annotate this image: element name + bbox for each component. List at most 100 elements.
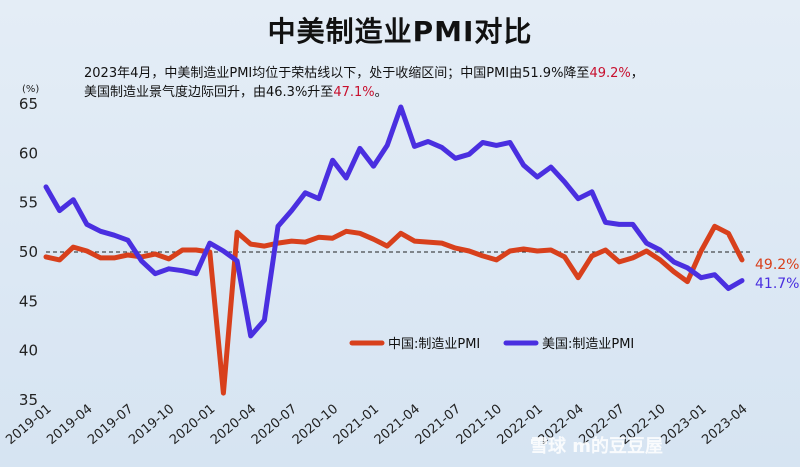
data-point-china [385,244,389,248]
data-point-china [126,253,130,257]
chart-title: 中美制造业PMI对比 [267,15,533,48]
legend-label-china: 中国:制造业PMI [388,337,480,352]
data-point-china [713,225,716,228]
data-point-usa [385,144,389,147]
data-point-china [563,255,566,259]
data-point-usa [699,276,703,279]
data-point-usa [590,190,594,194]
data-point-china [440,241,443,245]
data-point-usa [508,141,512,144]
y-tick-label: 50 [19,243,38,261]
series-line-china [43,223,745,396]
data-point-usa [686,266,689,269]
data-point-china [372,237,375,241]
data-point-china [181,248,184,252]
data-point-usa [317,197,321,200]
data-point-usa [467,153,471,156]
watermark: 雪球 m的豆豆屋 [530,436,664,457]
data-point-china [167,257,171,261]
data-point-china [194,248,198,252]
data-point-usa [495,144,498,147]
data-point-usa [549,165,553,169]
data-point-china [113,256,116,260]
data-point-usa [222,249,225,253]
x-tick-label: 2023-04 [699,402,750,448]
data-point-china [304,240,307,244]
subtitle-line-1: 2023年4月，中美制造业PMI均位于荣枯线以下，处于收缩区间；中国PMI由51… [84,64,784,83]
data-point-usa [181,269,184,272]
data-point-china [617,260,621,264]
chart-subtitle: 2023年4月，中美制造业PMI均位于荣枯线以下，处于收缩区间；中国PMI由51… [84,64,784,102]
data-point-usa [440,146,443,149]
data-point-usa [85,223,89,226]
data-point-usa [249,334,252,338]
data-point-usa [563,180,566,184]
data-point-usa [617,223,621,226]
data-point-usa [153,272,157,275]
data-point-usa [140,259,143,263]
data-point-usa [304,191,307,194]
data-point-china [577,276,580,279]
data-point-china [672,270,675,273]
data-point-usa [740,279,744,282]
data-point-usa [331,159,334,162]
data-point-china [481,254,484,258]
y-tick-label: 45 [19,292,38,310]
data-point-usa [645,241,648,245]
data-point-china [358,232,362,235]
data-point-usa [536,175,539,179]
data-point-usa [72,198,75,201]
data-point-china [222,391,225,395]
data-point-china [658,258,662,262]
data-point-china [686,280,689,283]
data-point-usa [290,209,293,212]
data-point-usa [113,234,116,237]
data-point-china [413,239,416,243]
data-point-usa [604,221,607,224]
end-label-usa: 41.7% [755,276,799,292]
data-point-usa [727,287,730,290]
data-point-usa [658,248,662,252]
data-point-china [699,249,703,253]
data-point-usa [481,141,484,144]
data-point-usa [399,105,403,109]
data-point-china [536,249,539,253]
y-tick-label: 65 [19,95,38,113]
data-point-usa [208,241,211,245]
data-point-china [399,232,403,235]
subtitle-line-2: 美国制造业景气度边际回升，由46.3%升至47.1%。 [84,83,784,102]
data-point-china [44,255,48,259]
data-point-china [604,248,607,252]
data-point-usa [426,140,430,143]
subtitle-line1-end: ， [630,66,644,81]
data-point-usa [194,272,198,275]
y-tick-label: 55 [19,194,38,212]
data-point-china [72,245,75,249]
data-point-usa [413,145,416,148]
data-point-china [467,249,471,253]
data-point-china [263,244,266,248]
data-point-usa [672,260,675,264]
data-point-china [426,240,430,244]
data-point-china [331,236,334,240]
data-point-china [740,258,744,262]
data-point-usa [126,238,130,242]
data-point-usa [58,209,61,212]
data-point-usa [372,164,375,168]
data-point-china [590,254,594,258]
data-point-china [290,239,293,243]
data-point-china [345,230,348,233]
y-tick-label: 60 [19,144,38,162]
data-point-usa [276,225,280,228]
subtitle-line2-text: 美国制造业景气度边际回升，由46.3%升至 [84,85,334,100]
data-point-usa [99,230,102,233]
data-point-usa [577,197,580,200]
data-point-china [495,258,498,262]
data-point-usa [167,267,171,270]
data-point-usa [235,259,239,263]
legend-label-usa: 美国:制造业PMI [542,337,634,352]
data-point-usa [358,147,362,150]
subtitle-line1-text: 2023年4月，中美制造业PMI均位于荣枯线以下，处于收缩区间；中国PMI由51… [84,66,590,81]
data-point-china [645,249,648,253]
